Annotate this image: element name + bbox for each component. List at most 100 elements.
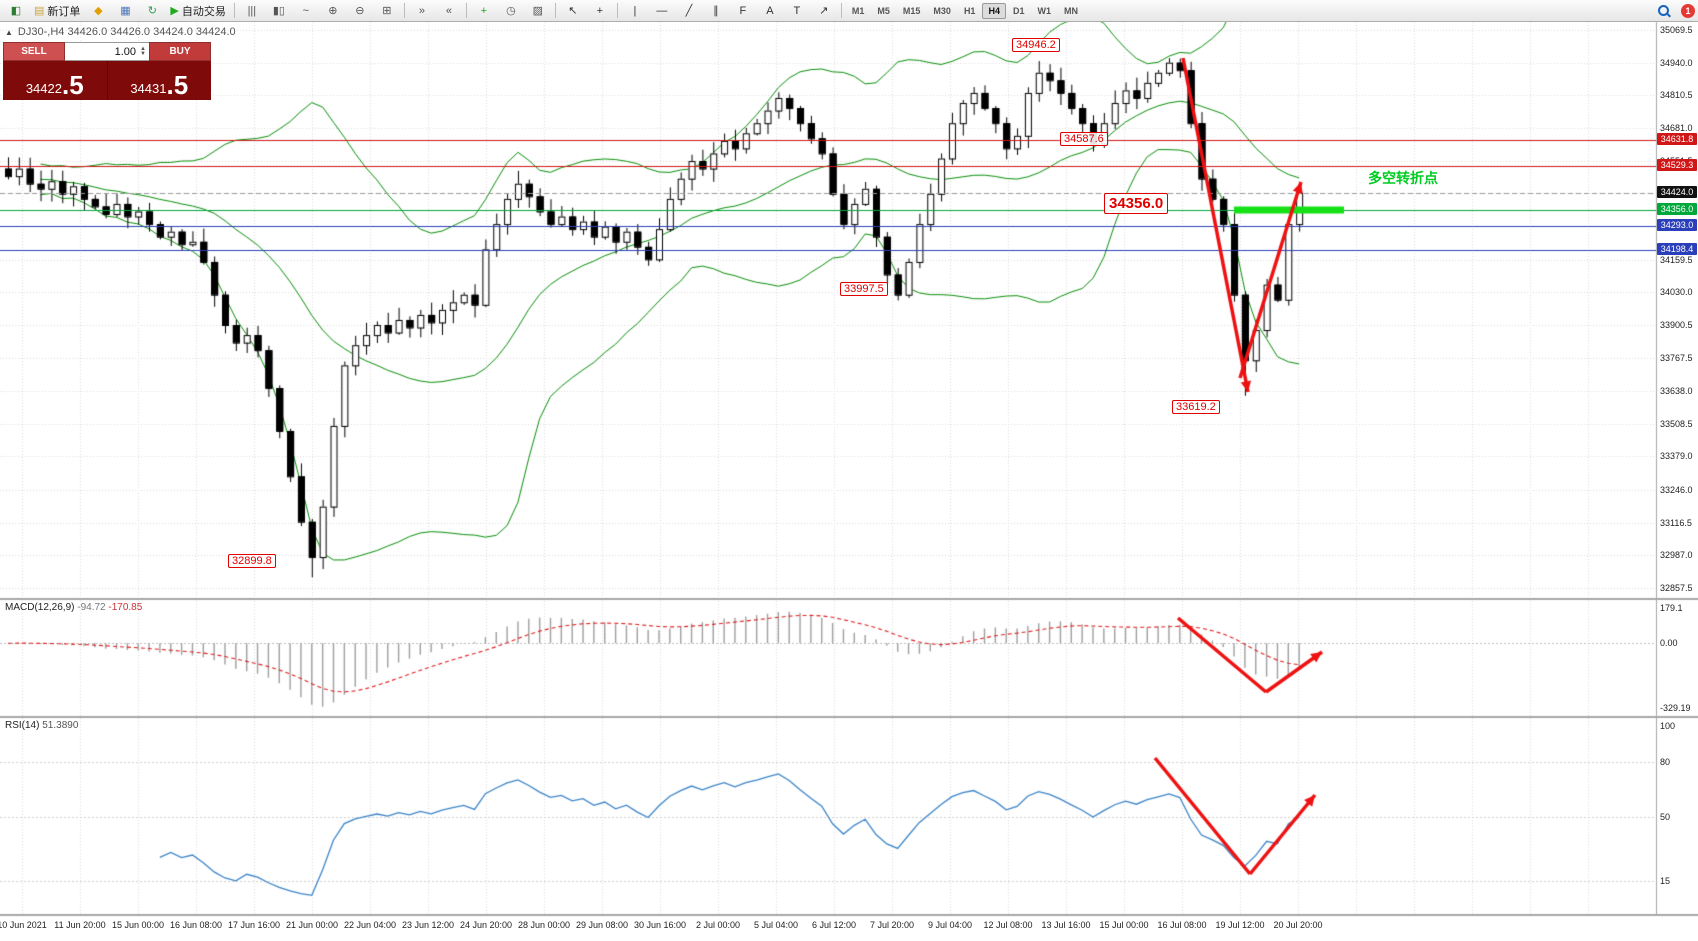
- price-line-tag: 34356.0: [1657, 202, 1697, 215]
- fibonacci-button[interactable]: F: [730, 1, 756, 21]
- timeframe-m30-button[interactable]: M30: [933, 5, 951, 16]
- refresh-icon: ↻: [147, 4, 158, 17]
- toolbar-separator: [403, 3, 405, 18]
- timeframe-d1-button[interactable]: D1: [1012, 5, 1025, 16]
- marketwatch-icon: ◆: [94, 4, 103, 17]
- price-annotation[interactable]: 34587.6: [1060, 132, 1108, 146]
- timeframe-m5-button[interactable]: M5: [877, 5, 890, 16]
- price-tick-label: 33900.5: [1660, 319, 1693, 330]
- arrows-tool-button[interactable]: ↗: [811, 1, 837, 21]
- line-chart-icon: ~: [302, 4, 310, 17]
- time-axis-label: 2 Jul 00:00: [695, 920, 741, 930]
- price-line-tag: 34293.0: [1657, 218, 1697, 231]
- label-button[interactable]: T: [784, 1, 810, 21]
- toolbar-separator: [616, 3, 618, 18]
- bid-price-tag: 34424.0: [1657, 185, 1697, 198]
- price-line-tag: 34198.4: [1657, 242, 1697, 255]
- one-click-toggle-icon[interactable]: ▲: [5, 27, 13, 37]
- price-annotation[interactable]: 34946.2: [1012, 38, 1060, 52]
- timeframe-m15-button[interactable]: M15: [902, 5, 921, 16]
- price-tick-label: 33116.5: [1660, 517, 1692, 528]
- volume-stepper[interactable]: ▲ ▼: [140, 45, 146, 57]
- time-axis-label: 5 Jul 04:00: [753, 920, 799, 930]
- rsi-scale-label: 50: [1660, 812, 1671, 822]
- profiles-button[interactable]: ▦: [112, 1, 138, 21]
- time-axis-label: 23 Jun 12:00: [401, 920, 455, 930]
- buy-price-frac: .5: [166, 69, 189, 100]
- candlestick-chart-icon: ▮▯: [272, 4, 285, 17]
- rsi-indicator-label: RSI(14) 51.3890: [5, 720, 78, 731]
- timeframe-mn-button[interactable]: MN: [1063, 5, 1078, 16]
- auto-scroll-icon: »: [418, 4, 425, 17]
- sell-price[interactable]: 34422.5: [3, 61, 107, 100]
- volume-value[interactable]: 1.00: [114, 45, 137, 58]
- candlestick-chart-button[interactable]: ▮▯: [266, 1, 292, 21]
- trendline-button[interactable]: ╱: [676, 1, 702, 21]
- timeframe-m1-button[interactable]: M1: [851, 5, 865, 16]
- volume-field[interactable]: 1.00 ▲ ▼: [65, 42, 149, 61]
- toolbar: ◧ ▤ 新订单 ◆ ▦ ↻ ▶ 自动交易 ||| ▮▯ ~ ⊕ ⊖ ⊞ » « + ◷ ▨ ↖ + | ― ╱ ∥ F A T ↗ M1 M…: [0, 0, 1698, 22]
- buy-button[interactable]: BUY: [149, 42, 211, 61]
- timeframe-w1-button[interactable]: W1: [1037, 5, 1051, 16]
- toolbar-right-group: 1: [1651, 1, 1695, 21]
- price-tick-label: 33246.0: [1660, 484, 1693, 495]
- text-icon: A: [766, 4, 774, 17]
- price-annotation[interactable]: 33997.5: [840, 282, 888, 296]
- time-axis-label: 15 Jun 00:00: [111, 920, 165, 930]
- channel-icon: ∥: [713, 4, 719, 17]
- crosshair-button[interactable]: +: [587, 1, 613, 21]
- indicators-button[interactable]: +: [471, 1, 497, 21]
- channel-button[interactable]: ∥: [703, 1, 729, 21]
- line-chart-button[interactable]: ~: [293, 1, 319, 21]
- search-button[interactable]: [1651, 1, 1677, 21]
- time-axis-label: 12 Jul 08:00: [983, 920, 1033, 930]
- cursor-icon: ↖: [568, 4, 578, 17]
- stepper-down-icon[interactable]: ▼: [140, 50, 146, 57]
- app-icon: ◧: [3, 1, 29, 21]
- timeframe-h4-button[interactable]: H4: [982, 2, 1006, 19]
- price-tick-label: 35069.5: [1660, 25, 1693, 35]
- periods-button[interactable]: ◷: [498, 1, 524, 21]
- price-annotation[interactable]: 34356.0: [1104, 193, 1169, 214]
- horizontal-line-button[interactable]: ―: [649, 1, 675, 21]
- price-tick-label: 34810.5: [1660, 90, 1693, 101]
- autotrading-button[interactable]: ▶ 自动交易: [166, 1, 229, 21]
- toolbar-separator: [554, 3, 556, 18]
- time-axis-label: 9 Jul 04:00: [927, 920, 973, 930]
- zoom-out-button[interactable]: ⊖: [347, 1, 373, 21]
- chart-shift-icon: «: [445, 4, 452, 17]
- new-order-button[interactable]: ▤ 新订单: [30, 1, 84, 21]
- macd-indicator-label: MACD(12,26,9) -94.72 -170.85: [5, 602, 142, 613]
- tile-windows-button[interactable]: ⊞: [374, 1, 400, 21]
- zoom-in-button[interactable]: ⊕: [320, 1, 346, 21]
- cursor-button[interactable]: ↖: [560, 1, 586, 21]
- macd-name: MACD(12,26,9): [5, 602, 75, 613]
- vertical-line-icon: |: [633, 4, 637, 17]
- vertical-line-button[interactable]: |: [622, 1, 648, 21]
- turning-point-note[interactable]: 多空转折点: [1368, 170, 1438, 186]
- fibonacci-icon: F: [739, 4, 747, 17]
- indicators-icon: +: [480, 4, 488, 17]
- price-annotation[interactable]: 33619.2: [1172, 400, 1220, 414]
- sell-button[interactable]: SELL: [3, 42, 65, 61]
- auto-scroll-button[interactable]: »: [409, 1, 435, 21]
- timeframe-h1-button[interactable]: H1: [963, 5, 976, 16]
- ohlc-text: DJ30-,H4 34426.0 34426.0 34424.0 34424.0: [17, 26, 236, 38]
- time-axis-label: 21 Jun 00:00: [285, 920, 339, 930]
- price-annotation[interactable]: 32899.8: [228, 554, 276, 568]
- bars-chart-button[interactable]: |||: [239, 1, 265, 21]
- chart-shift-button[interactable]: «: [436, 1, 462, 21]
- buy-price[interactable]: 34431.5: [106, 61, 211, 100]
- notification-badge[interactable]: 1: [1681, 3, 1695, 18]
- chart-ohlc-header: ▲ DJ30-,H4 34426.0 34426.0 34424.0 34424…: [5, 26, 236, 38]
- templates-button[interactable]: ▨: [525, 1, 551, 21]
- time-axis-label: 17 Jun 16:00: [227, 920, 281, 930]
- refresh-button[interactable]: ↻: [139, 1, 165, 21]
- text-button[interactable]: A: [757, 1, 783, 21]
- price-tick-label: 33638.0: [1660, 386, 1693, 397]
- stepper-up-icon[interactable]: ▲: [140, 45, 146, 52]
- marketwatch-button[interactable]: ◆: [85, 1, 111, 21]
- rsi-scale-label: 80: [1660, 757, 1671, 768]
- price-tick-label: 33508.5: [1660, 418, 1693, 429]
